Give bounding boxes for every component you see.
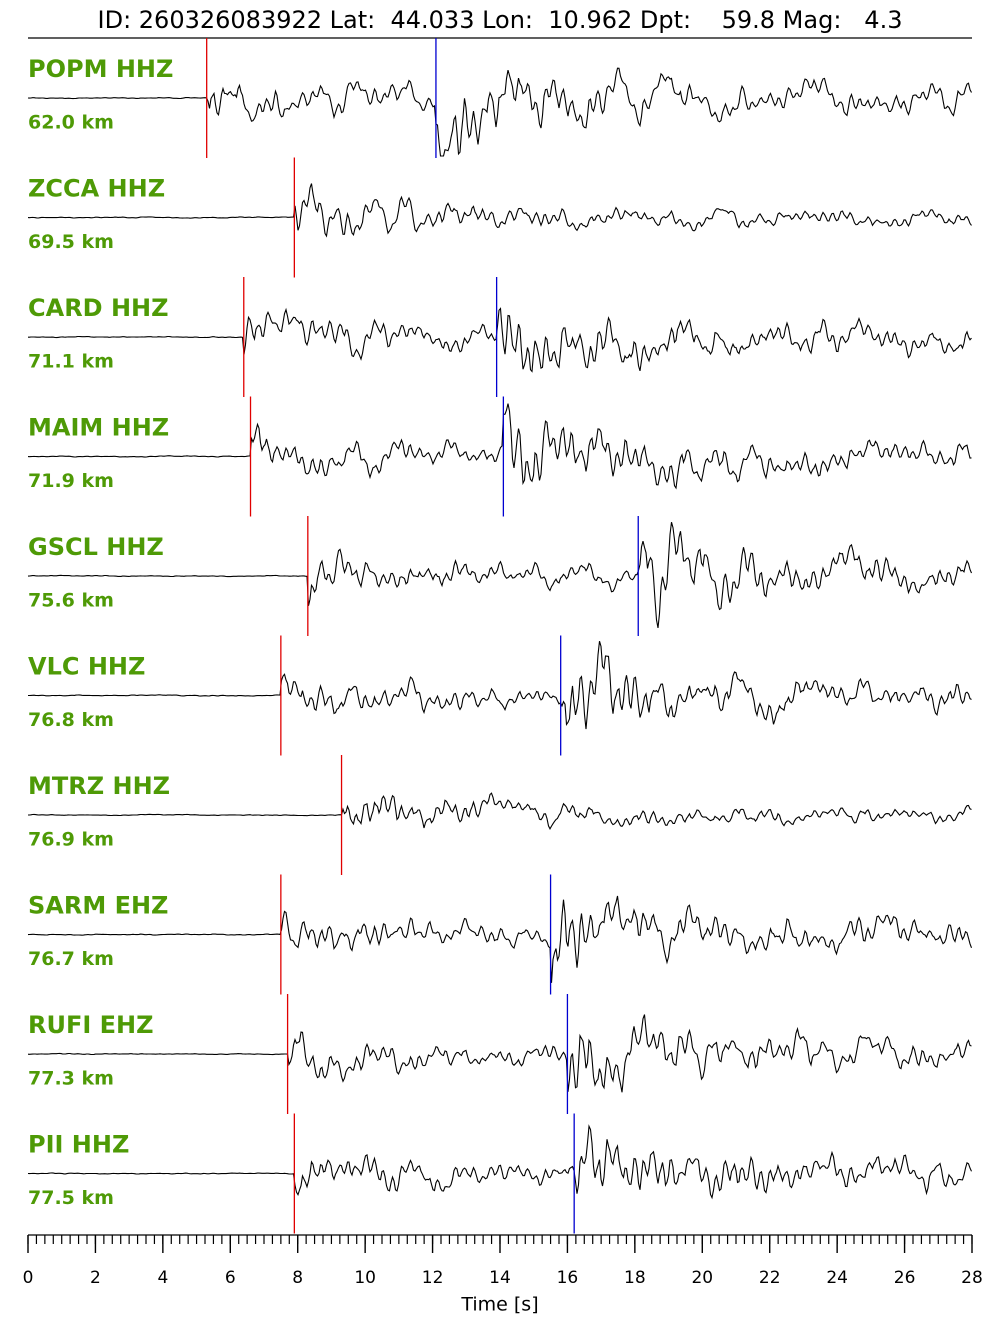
station-label: VLC HHZ: [28, 653, 145, 681]
waveform: [27, 1124, 973, 1200]
distance-label: 69.5 km: [28, 231, 114, 253]
x-tick-label: 28: [961, 1268, 983, 1288]
waveform: [28, 792, 972, 830]
x-tick-label: 24: [826, 1268, 848, 1288]
x-tick-label: 6: [225, 1268, 236, 1288]
waveform: [27, 67, 972, 157]
x-tick-label: 14: [489, 1268, 511, 1288]
x-tick-label: 20: [691, 1268, 713, 1288]
waveform: [27, 522, 973, 629]
chart-title: ID: 260326083922 Lat: 44.033 Lon: 10.962…: [98, 6, 903, 34]
station-label: PII HHZ: [28, 1131, 129, 1159]
distance-label: 62.0 km: [28, 112, 114, 134]
station-label: ZCCA HHZ: [28, 175, 165, 203]
distance-label: 71.9 km: [28, 470, 114, 492]
waveform: [27, 1014, 972, 1093]
station-label: MAIM HHZ: [28, 414, 169, 442]
station-label: POPM HHZ: [28, 55, 173, 83]
x-tick-label: 12: [422, 1268, 444, 1288]
waveform: [27, 403, 972, 490]
distance-label: 77.5 km: [28, 1187, 114, 1209]
x-tick-label: 0: [23, 1268, 34, 1288]
waveform: [27, 895, 973, 983]
distance-label: 76.8 km: [28, 709, 114, 731]
distance-label: 75.6 km: [28, 590, 114, 612]
station-label: GSCL HHZ: [28, 533, 164, 561]
x-tick-label: 10: [354, 1268, 376, 1288]
x-tick-label: 16: [557, 1268, 579, 1288]
x-tick-label: 4: [157, 1268, 168, 1288]
x-axis-label: Time [s]: [460, 1294, 538, 1316]
waveform: [28, 307, 972, 373]
x-tick-label: 26: [894, 1268, 916, 1288]
distance-label: 71.1 km: [28, 351, 114, 373]
x-tick-label: 2: [90, 1268, 101, 1288]
station-label: RUFI EHZ: [28, 1011, 154, 1039]
distance-label: 76.7 km: [28, 948, 114, 970]
waveform: [27, 183, 972, 238]
station-label: CARD HHZ: [28, 294, 169, 322]
x-tick-label: 22: [759, 1268, 781, 1288]
distance-label: 77.3 km: [28, 1068, 114, 1090]
waveform: [28, 641, 972, 730]
x-tick-label: 8: [292, 1268, 303, 1288]
station-label: SARM EHZ: [28, 892, 168, 920]
distance-label: 76.9 km: [28, 829, 114, 851]
station-label: MTRZ HHZ: [28, 772, 170, 800]
x-tick-label: 18: [624, 1268, 646, 1288]
